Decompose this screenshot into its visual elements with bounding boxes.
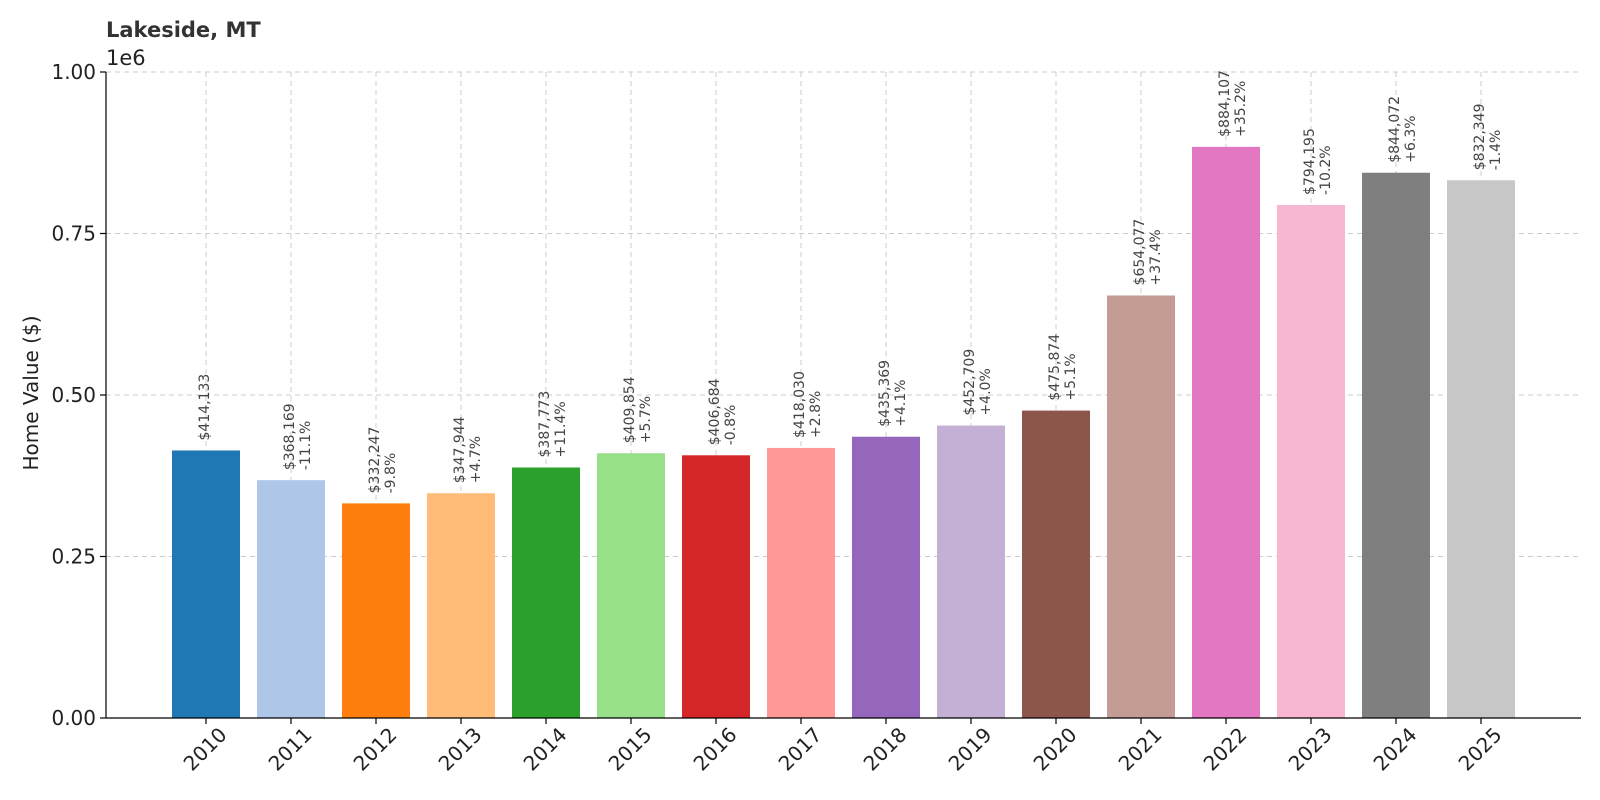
bar-2013 — [427, 493, 495, 718]
change-label: -11.1% — [298, 421, 314, 471]
change-label: +2.8% — [808, 391, 824, 438]
bar-2011 — [257, 480, 325, 718]
y-axis-label: Home Value ($) — [19, 315, 43, 470]
value-label: $475,874 — [1047, 334, 1063, 401]
x-tick-label: 2012 — [349, 723, 402, 776]
change-label: -1.4% — [1488, 130, 1504, 171]
value-label: $452,709 — [962, 349, 978, 416]
change-label: -0.8% — [723, 405, 739, 446]
value-label: $406,684 — [707, 378, 723, 445]
bar-2015 — [597, 453, 665, 718]
x-tick-label: 2021 — [1114, 723, 1167, 776]
x-tick-label: 2016 — [689, 723, 742, 776]
y-tick-label: 0.00 — [51, 706, 96, 730]
bar-2017 — [767, 447, 835, 718]
change-label: +4.1% — [893, 379, 909, 426]
x-tick-label: 2023 — [1284, 723, 1337, 776]
x-tick-label: 2018 — [859, 723, 912, 776]
y-tick-label: 0.25 — [51, 545, 96, 569]
value-label: $332,247 — [367, 427, 383, 494]
bar-2021 — [1107, 295, 1175, 718]
bar-2024 — [1362, 172, 1430, 718]
value-label: $435,369 — [877, 360, 893, 427]
value-label: $347,944 — [452, 416, 468, 483]
change-label: +37.4% — [1148, 229, 1164, 285]
bar-2019 — [937, 425, 1005, 718]
chart-title: Lakeside, MT — [106, 18, 261, 42]
x-tick-label: 2024 — [1369, 723, 1422, 776]
change-label: +5.1% — [1063, 353, 1079, 400]
x-tick-label: 2017 — [774, 723, 827, 776]
x-tick-label: 2020 — [1029, 723, 1082, 776]
bar-2025 — [1447, 180, 1515, 718]
x-tick-label: 2022 — [1199, 723, 1252, 776]
bar-2010 — [172, 450, 240, 718]
value-label: $884,107 — [1217, 70, 1233, 137]
axes — [100, 71, 1581, 724]
value-label: $387,773 — [537, 391, 553, 458]
change-label: +35.2% — [1233, 81, 1249, 137]
change-label: +6.3% — [1403, 115, 1419, 162]
y-tick-label: 0.75 — [51, 222, 96, 246]
value-label: $368,169 — [282, 403, 298, 470]
x-tick-label: 2015 — [604, 723, 657, 776]
data-labels: $414,133 $368,169 -11.1% $332,247 -9.8% $347,… — [197, 70, 1504, 493]
value-label: $414,133 — [197, 374, 213, 441]
x-tick-label: 2011 — [264, 723, 317, 776]
change-label: +5.7% — [638, 396, 654, 443]
value-label: $844,072 — [1387, 96, 1403, 163]
bar-2014 — [512, 467, 580, 718]
grid-lines — [106, 71, 1581, 718]
x-tick-label: 2014 — [519, 723, 572, 776]
y-tick-label: 1.00 — [51, 60, 96, 84]
x-tick-label: 2025 — [1454, 723, 1507, 776]
bars — [172, 146, 1515, 719]
change-label: +4.0% — [978, 368, 994, 415]
change-label: +4.7% — [468, 436, 484, 483]
bar-2016 — [682, 455, 750, 718]
x-tick-label: 2019 — [944, 723, 997, 776]
y-tick-label: 0.50 — [51, 383, 96, 407]
change-label: -9.8% — [383, 453, 399, 494]
value-label: $832,349 — [1472, 103, 1488, 170]
x-tick-label: 2013 — [434, 723, 487, 776]
change-label: -10.2% — [1318, 145, 1334, 195]
y-axis-offset-label: 1e6 — [106, 46, 146, 70]
value-label: $418,030 — [792, 371, 808, 438]
bar-2012 — [342, 503, 410, 718]
change-label: +11.4% — [553, 401, 569, 457]
bar-2023 — [1277, 204, 1345, 719]
bar-2022 — [1192, 146, 1260, 718]
value-label: $794,195 — [1302, 128, 1318, 195]
value-label: $409,854 — [622, 376, 638, 443]
bar-2018 — [852, 436, 920, 718]
bar-2020 — [1022, 410, 1090, 718]
x-tick-label: 2010 — [179, 723, 232, 776]
value-label: $654,077 — [1132, 219, 1148, 286]
